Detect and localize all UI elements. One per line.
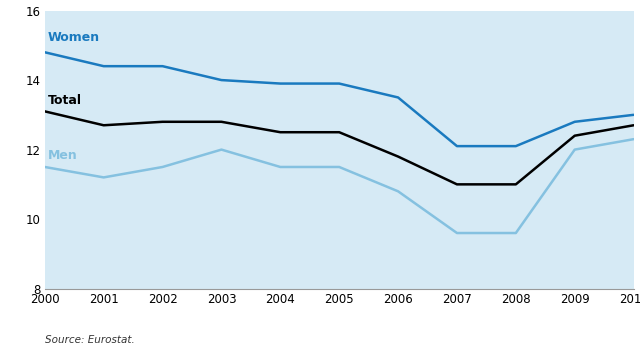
Text: Total: Total xyxy=(48,94,82,107)
Text: Source: Eurostat.: Source: Eurostat. xyxy=(45,335,134,345)
Text: Women: Women xyxy=(48,31,100,44)
Text: Men: Men xyxy=(48,149,77,162)
